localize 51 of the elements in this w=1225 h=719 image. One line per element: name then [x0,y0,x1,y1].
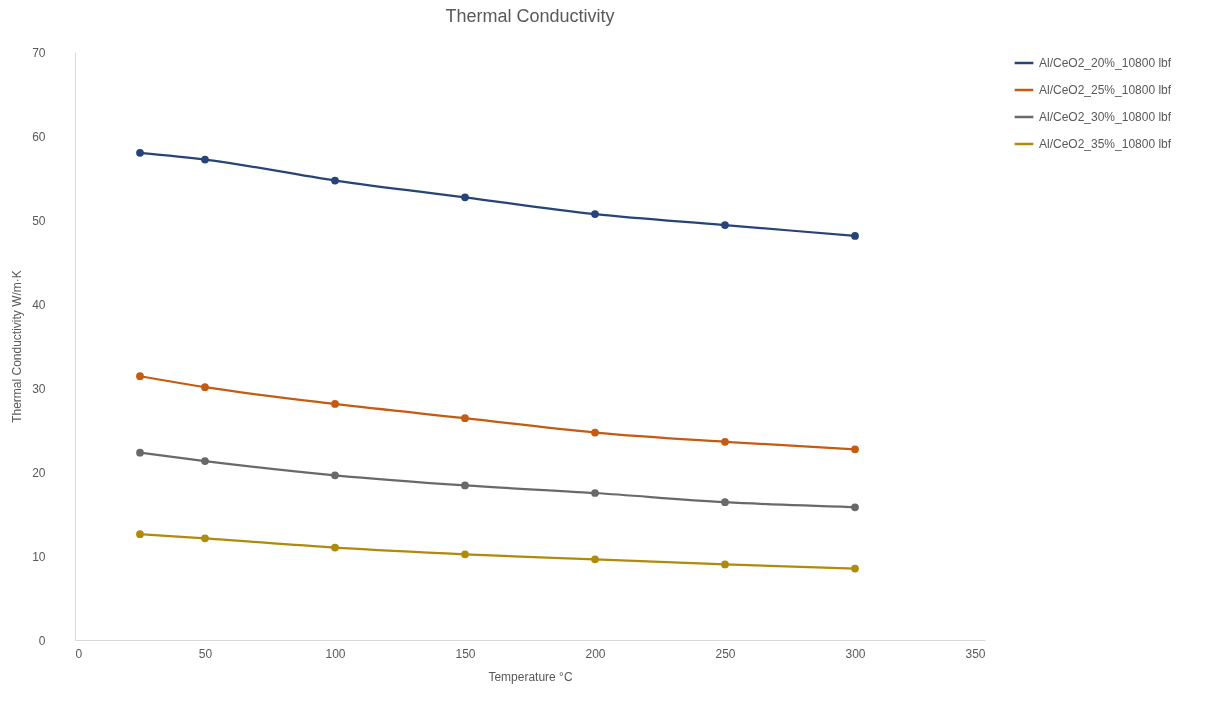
legend-label: Al/CeO2_25%_10800 lbf [1039,83,1172,97]
y-tick-label: 20 [32,465,46,480]
legend-label: Al/CeO2_20%_10800 lbf [1039,56,1172,70]
point [331,471,339,480]
point [591,210,599,218]
point [721,437,729,446]
y-tick-label: 30 [32,381,46,396]
y-tick-label: 40 [32,297,46,312]
x-tick-label: 350 [965,646,986,661]
point [851,503,859,512]
point [136,372,144,381]
point [201,457,209,465]
point [136,148,144,157]
point [721,221,729,229]
y-tick-label: 0 [38,633,46,648]
point [591,555,599,564]
y-tick-label: 10 [32,549,46,564]
point [591,428,599,437]
point [851,564,859,573]
point [721,560,729,569]
point [136,530,144,539]
legend-label: Al/CeO2_35%_10800 lbf [1039,137,1172,151]
point [851,232,859,240]
point [461,481,469,490]
x-tick-label: 300 [845,646,866,661]
point [331,400,339,408]
x-tick-label: 100 [325,646,346,661]
point [591,489,599,497]
point [461,414,469,423]
point [721,498,729,507]
point [851,445,859,454]
chart-title: Thermal Conductivity [445,6,615,26]
point [331,543,339,552]
point [136,448,144,457]
legend-label: Al/CeO2_30%_10800 lbf [1039,110,1172,124]
x-tick-label: 0 [75,646,83,661]
y-axis-title: Thermal Conductivity W/m·K [10,270,25,423]
y-tick-label: 70 [32,45,46,60]
y-tick-label: 60 [32,129,46,144]
x-tick-label: 250 [715,646,736,661]
x-tick-label: 200 [585,646,606,661]
point [331,176,339,185]
y-tick-label: 50 [32,213,46,228]
point [201,383,209,392]
point [461,550,469,559]
x-axis-title: Temperature °C [488,669,573,684]
point [461,193,469,202]
point [201,534,209,543]
point [201,155,209,164]
x-tick-label: 150 [455,646,476,661]
x-tick-label: 50 [198,646,213,661]
